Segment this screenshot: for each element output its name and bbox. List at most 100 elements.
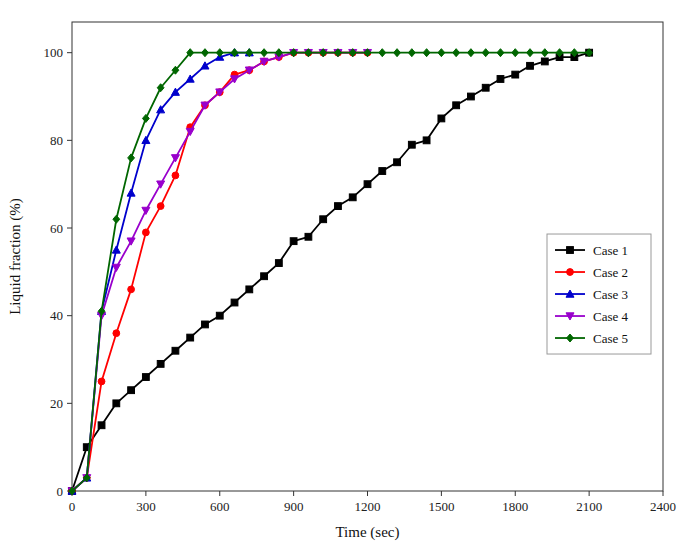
- point: [586, 49, 593, 56]
- point: [556, 49, 563, 57]
- point: [113, 400, 120, 407]
- series: [68, 49, 253, 495]
- point: [127, 238, 135, 245]
- point: [497, 49, 504, 57]
- plot-area: [68, 49, 593, 495]
- point: [201, 62, 209, 69]
- legend-marker: [566, 290, 574, 297]
- point: [127, 189, 135, 196]
- point: [482, 49, 489, 57]
- point: [364, 49, 371, 57]
- point: [527, 62, 534, 69]
- point: [349, 49, 356, 56]
- point: [201, 102, 209, 109]
- point: [541, 58, 548, 65]
- point: [245, 67, 253, 74]
- y-tick-label: 40: [50, 308, 63, 323]
- series: [69, 49, 593, 495]
- point: [541, 49, 548, 57]
- x-tick: [515, 491, 516, 496]
- point: [423, 137, 430, 144]
- series: [68, 49, 372, 495]
- legend-label: Case 3: [593, 287, 628, 302]
- x-tick-label: 1200: [355, 499, 381, 514]
- point: [171, 155, 179, 162]
- point: [260, 58, 268, 65]
- point: [202, 321, 209, 328]
- point: [364, 181, 371, 188]
- point: [379, 49, 386, 57]
- series-line: [72, 53, 368, 491]
- point: [290, 49, 298, 56]
- point: [246, 49, 253, 57]
- point: [320, 49, 327, 57]
- point: [305, 49, 312, 57]
- point: [128, 387, 135, 394]
- point: [171, 88, 179, 95]
- legend-label: Case 2: [593, 265, 628, 280]
- series-line: [72, 53, 249, 491]
- point: [157, 181, 165, 188]
- legend-marker: [567, 269, 574, 276]
- point: [142, 207, 150, 214]
- y-tick: [67, 52, 72, 53]
- point: [453, 102, 460, 109]
- point: [290, 49, 297, 57]
- point: [334, 49, 342, 56]
- point: [261, 49, 268, 57]
- y-tick-label: 0: [57, 484, 64, 499]
- x-tick-label: 2400: [650, 499, 676, 514]
- point: [335, 49, 342, 56]
- y-tick: [67, 140, 72, 141]
- point: [408, 141, 415, 148]
- point: [187, 49, 194, 57]
- x-tick-label: 300: [136, 499, 156, 514]
- point: [202, 102, 209, 109]
- legend-label: Case 4: [593, 309, 629, 324]
- x-tick-label: 900: [284, 499, 304, 514]
- legend: Case 1Case 2Case 3Case 4Case 5: [547, 234, 651, 354]
- legend-box: [547, 234, 651, 354]
- point: [349, 194, 356, 201]
- background: [0, 0, 685, 553]
- point: [231, 299, 238, 306]
- point: [142, 136, 150, 143]
- point: [142, 374, 149, 381]
- point: [586, 49, 593, 57]
- x-tick: [589, 491, 590, 496]
- point: [305, 233, 312, 240]
- series: [69, 49, 371, 494]
- x-tick-label: 0: [69, 499, 76, 514]
- point: [438, 115, 445, 122]
- point: [216, 49, 223, 57]
- point: [142, 114, 149, 122]
- point: [157, 84, 164, 92]
- point: [172, 66, 179, 74]
- y-tick-label: 100: [44, 45, 64, 60]
- y-tick: [67, 403, 72, 404]
- x-tick: [367, 491, 368, 496]
- point: [231, 49, 238, 57]
- point: [98, 422, 105, 429]
- point: [157, 203, 164, 210]
- x-axis-label: Time (sec): [335, 524, 399, 541]
- point: [186, 128, 194, 135]
- point: [69, 487, 76, 495]
- point: [512, 71, 519, 78]
- point: [142, 229, 149, 236]
- x-tick-label: 2100: [576, 499, 602, 514]
- y-tick: [67, 228, 72, 229]
- y-tick-label: 20: [50, 396, 63, 411]
- point: [571, 49, 578, 57]
- legend-label: Case 1: [593, 243, 628, 258]
- series: [69, 49, 593, 494]
- y-tick-label: 60: [50, 221, 63, 236]
- point: [186, 75, 194, 82]
- legend-marker: [567, 247, 574, 254]
- point: [349, 49, 356, 57]
- point: [246, 286, 253, 293]
- x-tick-label: 1500: [428, 499, 454, 514]
- point: [113, 330, 120, 337]
- point: [512, 49, 519, 57]
- point: [112, 246, 120, 253]
